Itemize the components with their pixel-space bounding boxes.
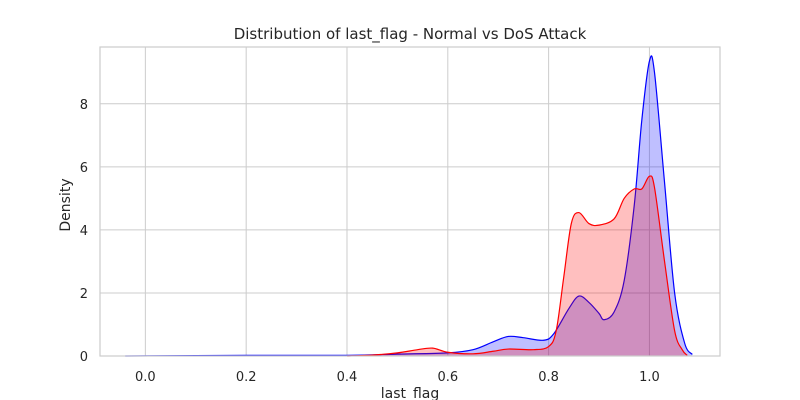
x-tick-label: 0.8 <box>538 370 559 385</box>
x-tick-label: 0.6 <box>437 370 458 385</box>
series-1-area <box>346 175 688 356</box>
y-tick-label: 4 <box>80 224 88 239</box>
series-1-line <box>346 175 688 357</box>
x-tick-label: 0.2 <box>236 370 257 385</box>
y-tick-label: 2 <box>80 287 88 302</box>
x-axis-label: last_flag <box>381 386 440 400</box>
x-tick-label: 0.0 <box>135 370 156 385</box>
x-tick-label: 1.0 <box>639 370 660 385</box>
x-tick-label: 0.4 <box>337 370 358 385</box>
series-layer <box>125 55 693 357</box>
plot-frame <box>99 46 721 357</box>
y-tick-label: 8 <box>80 98 88 113</box>
chart-title: Distribution of last_flag - Normal vs Do… <box>234 25 587 44</box>
tick-labels: 0.0 0.2 0.4 0.6 0.8 1.0 0 2 4 6 8 <box>80 98 660 385</box>
y-tick-label: 6 <box>80 161 88 176</box>
series-0-area <box>125 55 693 356</box>
y-axis-label: Density <box>58 178 74 231</box>
series-0-line <box>125 55 693 357</box>
y-tick-label: 0 <box>80 350 88 365</box>
